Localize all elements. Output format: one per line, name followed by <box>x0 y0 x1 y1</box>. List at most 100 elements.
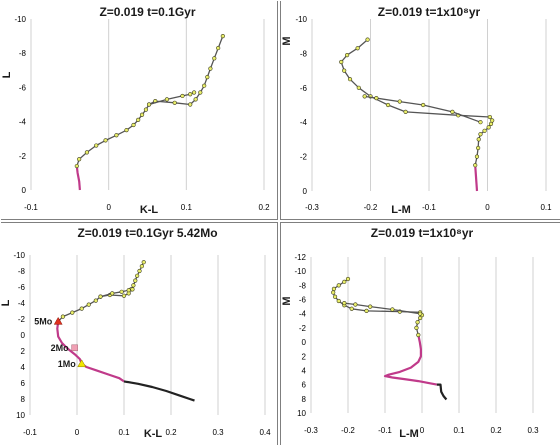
data-point <box>119 289 124 294</box>
data-point <box>198 90 203 95</box>
y-tick-label: -6 <box>299 296 307 305</box>
data-point <box>365 37 370 42</box>
y-tick-label: -10 <box>295 15 307 24</box>
data-point <box>331 290 336 295</box>
series-line <box>76 35 224 167</box>
data-point <box>84 150 90 155</box>
x-tick-label: 0 <box>420 426 425 435</box>
x-tick-label: -0.3 <box>304 426 318 435</box>
data-point <box>212 56 217 61</box>
x-tick-label: -0.1 <box>23 428 37 437</box>
y-tick-label: 0 <box>303 187 308 196</box>
x-tick-label: 0.1 <box>453 426 465 435</box>
x-tick-label: -0.1 <box>378 426 392 435</box>
data-point <box>478 120 483 125</box>
series-line <box>123 380 195 402</box>
y-tick-label: -8 <box>18 267 26 276</box>
y-tick-label: 8 <box>21 395 26 404</box>
data-point <box>415 320 420 325</box>
data-point <box>216 45 221 51</box>
data-point <box>139 112 145 117</box>
data-point <box>476 145 481 151</box>
data-point <box>136 117 141 122</box>
data-point <box>414 325 419 331</box>
data-point <box>124 128 129 133</box>
data-point <box>133 278 138 283</box>
y-tick-label: -10 <box>14 15 26 24</box>
y-tick-label: -8 <box>19 49 27 58</box>
data-point <box>131 283 136 288</box>
y-tick-label: 10 <box>297 409 306 418</box>
y-tick-label: -2 <box>299 324 307 333</box>
data-point <box>364 308 369 313</box>
data-point <box>141 260 146 265</box>
data-point <box>180 93 185 99</box>
data-point <box>450 109 455 114</box>
data-point <box>356 85 361 90</box>
y-tick-label: -2 <box>300 153 308 162</box>
chart-title: Z=0.019 t=0.1Gyr <box>99 5 195 19</box>
data-point <box>135 273 140 278</box>
data-point <box>416 332 421 338</box>
data-point <box>188 92 193 97</box>
y-tick-label: 6 <box>21 379 26 388</box>
chart-svg-bottom-right: Z=0.019 t=1x10⁸yr -0.3 -0.2 -0.1 0 0.1 0.2 0.3 -… <box>281 226 539 440</box>
y-tick-label: -6 <box>300 84 308 93</box>
data-point <box>94 143 99 148</box>
chart-title: Z=0.019 t=1x10⁸yr <box>378 5 481 19</box>
data-point <box>482 128 487 133</box>
data-point <box>342 279 347 284</box>
data-point <box>488 121 494 127</box>
data-point <box>146 102 152 107</box>
data-point <box>121 293 127 298</box>
data-point <box>478 132 483 137</box>
y-tick-label: -6 <box>18 283 26 292</box>
chart-svg-bottom-left: Z=0.019 t=0.1Gyr 5.42Mo -0.1 0 0.1 0.2 0.3 0.4… <box>1 226 271 440</box>
data-point <box>403 109 408 114</box>
data-point <box>418 315 423 321</box>
data-point <box>208 66 213 71</box>
chart-title: Z=0.019 t=1x10⁸yr <box>371 226 474 240</box>
x-tick-label: 0.2 <box>490 426 502 435</box>
y-axis-label: M <box>281 36 293 45</box>
data-point <box>421 102 426 108</box>
y-tick-label: 2 <box>21 347 26 356</box>
y-axis-label: L <box>1 71 13 78</box>
series-line <box>56 321 125 383</box>
y-axis-label: L <box>1 299 12 306</box>
y-tick-label: -8 <box>300 49 308 58</box>
x-tick-label: 0.1 <box>118 428 130 437</box>
data-point <box>344 53 350 58</box>
x-tick-label: -0.1 <box>24 203 38 212</box>
y-tick-label: 0 <box>21 331 26 340</box>
data-point <box>139 264 144 269</box>
x-tick-label: -0.3 <box>305 203 319 212</box>
mass-marker <box>71 344 78 352</box>
y-tick-label: 2 <box>302 352 307 361</box>
data-point <box>473 163 478 168</box>
data-point <box>490 118 495 123</box>
y-tick-label: -10 <box>13 251 25 260</box>
x-axis-label: K-L <box>140 204 159 216</box>
chart-svg-top-left: Z=0.019 t=0.1Gyr -0.1 0 0.1 0.2 0 -2 -4 -6 -8 -10 K… <box>1 5 270 216</box>
x-tick-label: 0 <box>75 428 80 437</box>
data-point <box>476 137 481 142</box>
y-tick-label: 4 <box>302 366 307 375</box>
series-line <box>436 383 448 401</box>
data-point <box>331 286 337 292</box>
y-tick-label: 8 <box>302 395 307 404</box>
data-point <box>143 107 149 112</box>
data-point <box>103 138 108 143</box>
data-point <box>418 311 423 316</box>
y-tick-label: -4 <box>300 118 308 127</box>
data-point <box>349 306 354 311</box>
data-point <box>126 288 131 293</box>
mass-marker <box>77 359 87 368</box>
data-point <box>336 283 341 288</box>
y-tick-label: 10 <box>16 411 25 420</box>
y-tick-label: 0 <box>302 338 307 347</box>
x-tick-label: 0.1 <box>181 203 193 212</box>
x-tick-label: 0.1 <box>540 203 552 212</box>
chart-panel-top-left: Z=0.019 t=0.1Gyr -0.1 0 0.1 0.2 0 -2 -4 -6 -8 -10 K… <box>1 1 278 220</box>
data-point <box>77 157 82 162</box>
